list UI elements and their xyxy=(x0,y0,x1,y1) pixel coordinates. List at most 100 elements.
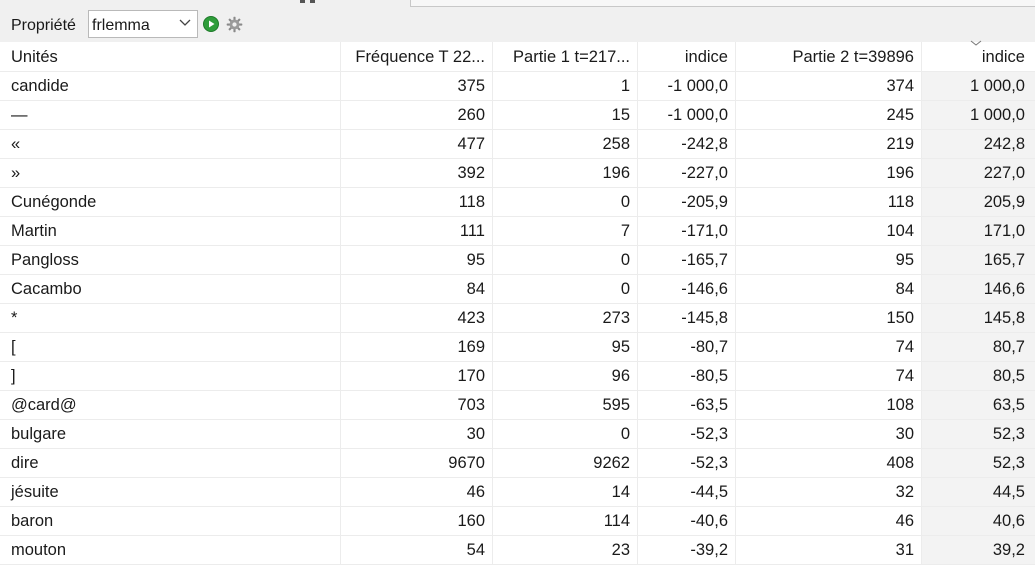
table-row[interactable]: baron 160 114 -40,6 46 40,6 xyxy=(0,507,1035,536)
cell-index1: -39,2 xyxy=(638,536,736,564)
cell-part2: 31 xyxy=(736,536,922,564)
table-row[interactable]: mouton 54 23 -39,2 31 39,2 xyxy=(0,536,1035,565)
cell-index1: -44,5 xyxy=(638,478,736,506)
table-row[interactable]: » 392 196 -227,0 196 227,0 xyxy=(0,159,1035,188)
results-table: Unités Fréquence T 22... Partie 1 t=217.… xyxy=(0,40,1035,565)
cell-part1: 114 xyxy=(493,507,638,535)
cell-part2: 245 xyxy=(736,101,922,129)
cell-index2: 40,6 xyxy=(922,507,1035,535)
column-header-index2[interactable]: indice xyxy=(922,42,1035,71)
property-select[interactable]: frlemma xyxy=(88,10,198,38)
table-row[interactable]: —260 15 -1 000,0 245 1 000,0 xyxy=(0,101,1035,130)
table-row[interactable]: Martin 111 7 -171,0 104 171,0 xyxy=(0,217,1035,246)
cell-index1: -227,0 xyxy=(638,159,736,187)
cell-index1: -1 000,0 xyxy=(638,72,736,100)
table-row[interactable]: Pangloss 95 0 -165,7 95 165,7 xyxy=(0,246,1035,275)
table-row[interactable]: «477 258 -242,8 219 242,8 xyxy=(0,130,1035,159)
cell-part2: 408 xyxy=(736,449,922,477)
cell-index2: 227,0 xyxy=(922,159,1035,187)
table-body: candide 375 1 -1 000,0 374 1 000,0—260 15 -1 00… xyxy=(0,72,1035,565)
tab-marker-icon xyxy=(300,0,315,3)
cell-part1: 9262 xyxy=(493,449,638,477)
cell-index1: -1 000,0 xyxy=(638,101,736,129)
top-tab-strip xyxy=(0,0,1035,8)
cell-part2: 104 xyxy=(736,217,922,245)
cell-index1: -80,5 xyxy=(638,362,736,390)
cell-index1: -52,3 xyxy=(638,449,736,477)
cell-index1: -171,0 xyxy=(638,217,736,245)
cell-part1: 273 xyxy=(493,304,638,332)
chevron-down-icon xyxy=(179,19,191,26)
play-icon[interactable] xyxy=(203,16,219,32)
cell-unit: dire xyxy=(0,449,341,477)
cell-frequency: 423 xyxy=(341,304,493,332)
cell-frequency: 477 xyxy=(341,130,493,158)
table-row[interactable]: Cunégonde 118 0 -205,9 118 205,9 xyxy=(0,188,1035,217)
cell-part1: 15 xyxy=(493,101,638,129)
cell-index1: -52,3 xyxy=(638,420,736,448)
cell-index2: 39,2 xyxy=(922,536,1035,564)
column-header-part1[interactable]: Partie 1 t=217... xyxy=(493,42,638,71)
cell-index2: 52,3 xyxy=(922,449,1035,477)
cell-index2: 242,8 xyxy=(922,130,1035,158)
cell-index2: 205,9 xyxy=(922,188,1035,216)
cell-part2: 219 xyxy=(736,130,922,158)
table-row[interactable]: @card@ 703 595 -63,5 108 63,5 xyxy=(0,391,1035,420)
cell-frequency: 95 xyxy=(341,246,493,274)
column-header-units[interactable]: Unités xyxy=(0,42,341,71)
cell-index1: -165,7 xyxy=(638,246,736,274)
cell-index2: 63,5 xyxy=(922,391,1035,419)
cell-part1: 595 xyxy=(493,391,638,419)
cell-index1: -145,8 xyxy=(638,304,736,332)
cell-unit: « xyxy=(0,130,341,158)
table-row[interactable]: dire 9670 9262 -52,3 408 52,3 xyxy=(0,449,1035,478)
cell-unit: mouton xyxy=(0,536,341,564)
cell-unit: @card@ xyxy=(0,391,341,419)
table-row[interactable]: Cacambo 84 0 -146,6 84 146,6 xyxy=(0,275,1035,304)
column-header-part2[interactable]: Partie 2 t=39896 xyxy=(736,42,922,71)
cell-unit: Martin xyxy=(0,217,341,245)
cell-part2: 46 xyxy=(736,507,922,535)
cell-frequency: 84 xyxy=(341,275,493,303)
cell-part1: 0 xyxy=(493,246,638,274)
cell-part2: 32 xyxy=(736,478,922,506)
cell-frequency: 54 xyxy=(341,536,493,564)
cell-index2: 1 000,0 xyxy=(922,72,1035,100)
cell-part2: 95 xyxy=(736,246,922,274)
cell-frequency: 260 xyxy=(341,101,493,129)
cell-index1: -205,9 xyxy=(638,188,736,216)
table-row[interactable]: ] 170 96 -80,5 74 80,5 xyxy=(0,362,1035,391)
cell-part1: 96 xyxy=(493,362,638,390)
cell-part2: 108 xyxy=(736,391,922,419)
table-header-row: Unités Fréquence T 22... Partie 1 t=217.… xyxy=(0,40,1035,72)
table-row[interactable]: jésuite 46 14 -44,5 32 44,5 xyxy=(0,478,1035,507)
cell-index2: 146,6 xyxy=(922,275,1035,303)
table-row[interactable]: candide 375 1 -1 000,0 374 1 000,0 xyxy=(0,72,1035,101)
cell-part1: 0 xyxy=(493,188,638,216)
column-header-index1[interactable]: indice xyxy=(638,42,736,71)
cell-unit: » xyxy=(0,159,341,187)
cell-index1: -146,6 xyxy=(638,275,736,303)
cell-frequency: 46 xyxy=(341,478,493,506)
cell-frequency: 170 xyxy=(341,362,493,390)
cell-index1: -242,8 xyxy=(638,130,736,158)
cell-frequency: 111 xyxy=(341,217,493,245)
table-row[interactable]: * 423 273 -145,8 150 145,8 xyxy=(0,304,1035,333)
cell-index2: 52,3 xyxy=(922,420,1035,448)
cell-part1: 23 xyxy=(493,536,638,564)
cell-index1: -80,7 xyxy=(638,333,736,361)
cell-frequency: 160 xyxy=(341,507,493,535)
cell-part2: 84 xyxy=(736,275,922,303)
table-row[interactable]: [169 95 -80,7 74 80,7 xyxy=(0,333,1035,362)
cell-part2: 196 xyxy=(736,159,922,187)
cell-unit: candide xyxy=(0,72,341,100)
cell-part2: 30 xyxy=(736,420,922,448)
cell-unit: [ xyxy=(0,333,341,361)
cell-part2: 74 xyxy=(736,362,922,390)
table-row[interactable]: bulgare 30 0 -52,3 30 52,3 xyxy=(0,420,1035,449)
cell-index1: -40,6 xyxy=(638,507,736,535)
column-header-frequency[interactable]: Fréquence T 22... xyxy=(341,42,493,71)
property-toolbar: Propriété frlemma xyxy=(0,8,1035,42)
gear-icon[interactable] xyxy=(226,16,243,33)
cell-index2: 44,5 xyxy=(922,478,1035,506)
